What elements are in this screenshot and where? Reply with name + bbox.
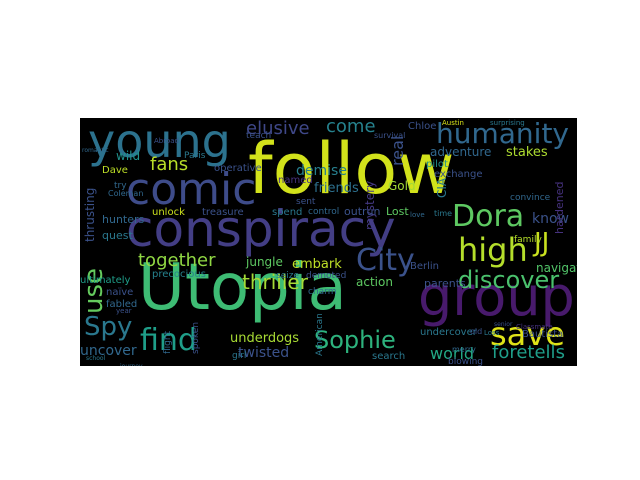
word-pilot: pilot xyxy=(426,159,448,170)
word-surprising: surprising xyxy=(490,119,525,127)
word-family: family xyxy=(514,235,542,245)
word-embark: embark xyxy=(292,257,342,272)
word-parents: parents xyxy=(424,277,466,290)
word-wild: wild xyxy=(116,149,141,163)
word-sent: sent xyxy=(296,197,316,207)
word-journey: journey xyxy=(120,364,143,367)
word-naive: naïve xyxy=(106,287,134,298)
word-thriller: thriller xyxy=(242,270,308,294)
word-know: know xyxy=(532,211,569,227)
word-cia: CIA xyxy=(435,177,449,198)
word-cloud: follow Utopia conspiracy group young com… xyxy=(80,118,577,366)
word-undercover: undercover xyxy=(420,327,477,338)
word-romantic: romantic xyxy=(82,147,109,154)
word-stakes: stakes xyxy=(506,145,548,160)
word-spend: spend xyxy=(272,207,303,218)
word-jungle: jungle xyxy=(246,255,283,269)
word-charm: charm xyxy=(308,287,337,297)
word-old: old xyxy=(470,327,483,336)
word-search: search xyxy=(372,351,406,362)
word-bautista: Bautista xyxy=(522,329,564,340)
word-austin: Austin xyxy=(442,119,464,127)
word-blowing: blowing xyxy=(448,357,483,367)
word-fabled: fabled xyxy=(106,299,138,310)
word-coleman: Coleman xyxy=(108,189,144,198)
word-abroad: Abroad xyxy=(154,137,179,145)
word-convince: convince xyxy=(510,193,551,203)
word-senior: senior xyxy=(494,321,513,328)
word-underdogs: underdogs xyxy=(230,331,300,346)
word-gold: Gold xyxy=(388,179,416,193)
word-real: real xyxy=(388,135,407,166)
word-precocious: precocious xyxy=(152,269,206,280)
word-adventure: adventure xyxy=(430,145,492,159)
word-save: save xyxy=(490,315,565,353)
word-merry: merry xyxy=(452,345,476,354)
word-hardened: hardened xyxy=(553,181,566,234)
word-high: high xyxy=(458,231,528,269)
word-try: try xyxy=(114,181,127,191)
word-come: come xyxy=(326,118,376,137)
word-operative: operative xyxy=(214,163,262,174)
word-friends: friends xyxy=(314,181,359,196)
word-demise: demise xyxy=(296,163,347,179)
word-american: American xyxy=(315,313,325,356)
word-school: school xyxy=(86,355,106,362)
word-young: young xyxy=(88,118,231,168)
word-love: love xyxy=(410,211,425,219)
word-city: City xyxy=(356,243,415,278)
word-spoken: spoken xyxy=(191,321,201,354)
word-outrun: outrun xyxy=(344,205,381,218)
word-follow: follow xyxy=(248,128,455,210)
word-berlin: Berlin xyxy=(410,261,440,272)
word-twisted: twisted xyxy=(238,345,290,361)
word-humanity: humanity xyxy=(436,118,569,150)
word-chloe: Chloe xyxy=(408,121,437,132)
word-fans: fans xyxy=(150,154,189,175)
word-spy: Spy xyxy=(84,312,133,342)
word-thrusting: thrusting xyxy=(83,187,97,242)
word-ultimately: ultimately xyxy=(80,275,131,286)
word-time: time xyxy=(434,209,453,218)
word-year: year xyxy=(116,307,132,315)
word-jj: JJ xyxy=(534,228,550,258)
word-action: action xyxy=(356,275,393,289)
word-hunters: hunters xyxy=(102,213,145,226)
word-paris: Paris xyxy=(184,151,206,161)
word-exchange: exchange xyxy=(434,169,483,180)
word-named: named xyxy=(278,175,313,186)
word-seize: seize xyxy=(276,271,299,281)
word-control: control xyxy=(308,207,340,217)
word-group: group xyxy=(418,265,575,328)
word-girl: girl xyxy=(232,351,247,361)
word-demoted: demoted xyxy=(306,271,347,281)
word-comic: comic xyxy=(126,164,257,215)
word-unlock: unlock xyxy=(152,207,185,218)
word-sophie: Sophie xyxy=(314,326,396,354)
word-quest: quest xyxy=(102,229,133,242)
word-survival: survival xyxy=(374,131,406,140)
word-lost: Lost xyxy=(386,205,409,218)
word-find: find xyxy=(140,323,197,358)
word-discover: discover xyxy=(458,266,560,294)
word-world: world xyxy=(430,344,475,363)
word-loss: Loss xyxy=(484,329,500,337)
word-treasure: treasure xyxy=(202,207,244,218)
word-classmate: Classmate xyxy=(516,323,553,331)
word-teach: teach xyxy=(246,131,272,141)
word-navigate: navigate xyxy=(536,261,577,275)
word-dave: Dave xyxy=(102,165,128,176)
word-flight: flight xyxy=(163,330,173,354)
word-conspiracy: conspiracy xyxy=(126,200,396,258)
word-together: together xyxy=(138,250,216,271)
word-dora: Dora xyxy=(452,199,525,234)
word-utopia: Utopia xyxy=(138,251,347,325)
word-foretells: foretells xyxy=(492,342,565,363)
word-uncover: uncover xyxy=(80,343,137,359)
word-elusive: elusive xyxy=(246,118,310,139)
